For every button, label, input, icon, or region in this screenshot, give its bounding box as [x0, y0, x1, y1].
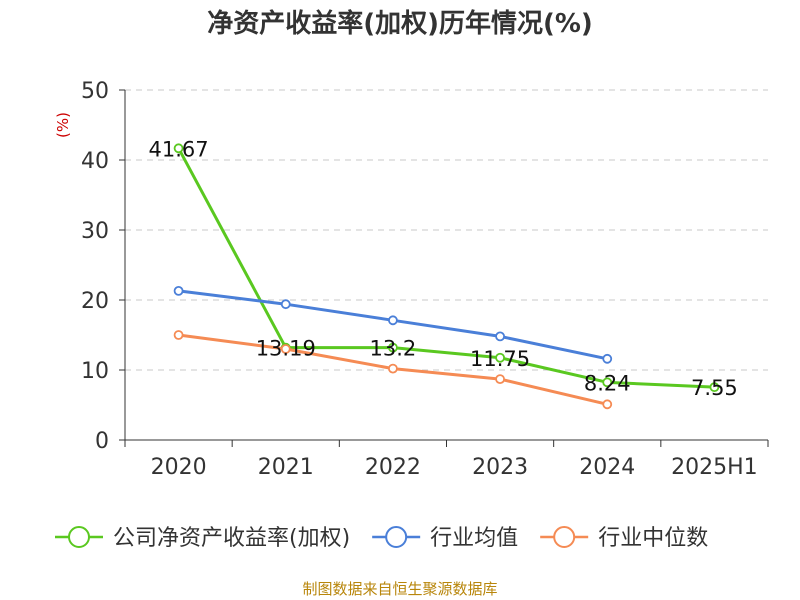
data-point	[388, 315, 398, 326]
data-point	[495, 331, 505, 342]
source-note: 制图数据来自恒生聚源数据库	[302, 580, 497, 598]
data-point	[280, 344, 291, 354]
legend-item-0: 公司净资产收益率(加权)	[55, 526, 350, 551]
x-tick-label: 2021	[258, 455, 314, 480]
legend-label: 行业均值	[430, 526, 518, 551]
data-point	[602, 399, 613, 410]
data-label: 11.75	[470, 347, 530, 371]
series-line-0	[177, 147, 715, 389]
x-tick-label: 2024	[579, 455, 635, 480]
data-point	[173, 285, 184, 296]
grid-lines	[125, 89, 768, 371]
y-axis-label: (%)	[54, 112, 72, 138]
x-tick-label: 2022	[365, 455, 421, 480]
legend-label: 行业中位数	[598, 526, 708, 551]
data-point	[173, 143, 184, 154]
data-label: 13.2	[370, 337, 417, 361]
data-labels: 41.67 13.19 13.2 11.75 8.24 7.55	[149, 137, 738, 400]
y-tick-label: 30	[81, 219, 109, 244]
axes: 0 10 20 30 40 50 2020 2021 2022 2023 2024 2025H1	[81, 79, 769, 480]
legend-label: 公司净资产收益率(加权)	[113, 526, 350, 551]
legend: 公司净资产收益率(加权) 行业均值 行业中位数	[55, 526, 708, 551]
data-label: 8.24	[584, 371, 631, 395]
data-point	[388, 342, 398, 353]
data-point	[388, 363, 398, 374]
y-tick-label: 10	[81, 359, 109, 384]
data-point	[280, 299, 291, 310]
y-tick-label: 40	[81, 149, 109, 174]
legend-marker	[68, 526, 90, 548]
series-group	[173, 143, 720, 410]
data-point	[495, 374, 505, 385]
data-label: 41.67	[149, 137, 209, 161]
x-tick-label: 2023	[472, 455, 528, 480]
data-label: 13.19	[256, 337, 316, 361]
data-point	[602, 353, 613, 364]
y-tick-label: 50	[81, 79, 109, 104]
data-label: 7.55	[691, 376, 738, 400]
legend-marker	[553, 526, 576, 548]
legend-marker	[385, 526, 408, 548]
legend-item-2: 行业中位数	[540, 526, 708, 551]
data-point	[495, 352, 505, 363]
data-point	[602, 377, 613, 388]
x-tick-label: 2020	[151, 455, 207, 480]
y-tick-label: 20	[81, 289, 109, 314]
chart-title: 净资产收益率(加权)历年情况(%)	[207, 8, 593, 39]
data-point	[709, 382, 720, 393]
x-tick-label: 2025H1	[671, 455, 758, 480]
data-point	[173, 330, 184, 340]
y-tick-label: 0	[95, 429, 109, 454]
legend-item-1: 行业均值	[372, 526, 518, 551]
